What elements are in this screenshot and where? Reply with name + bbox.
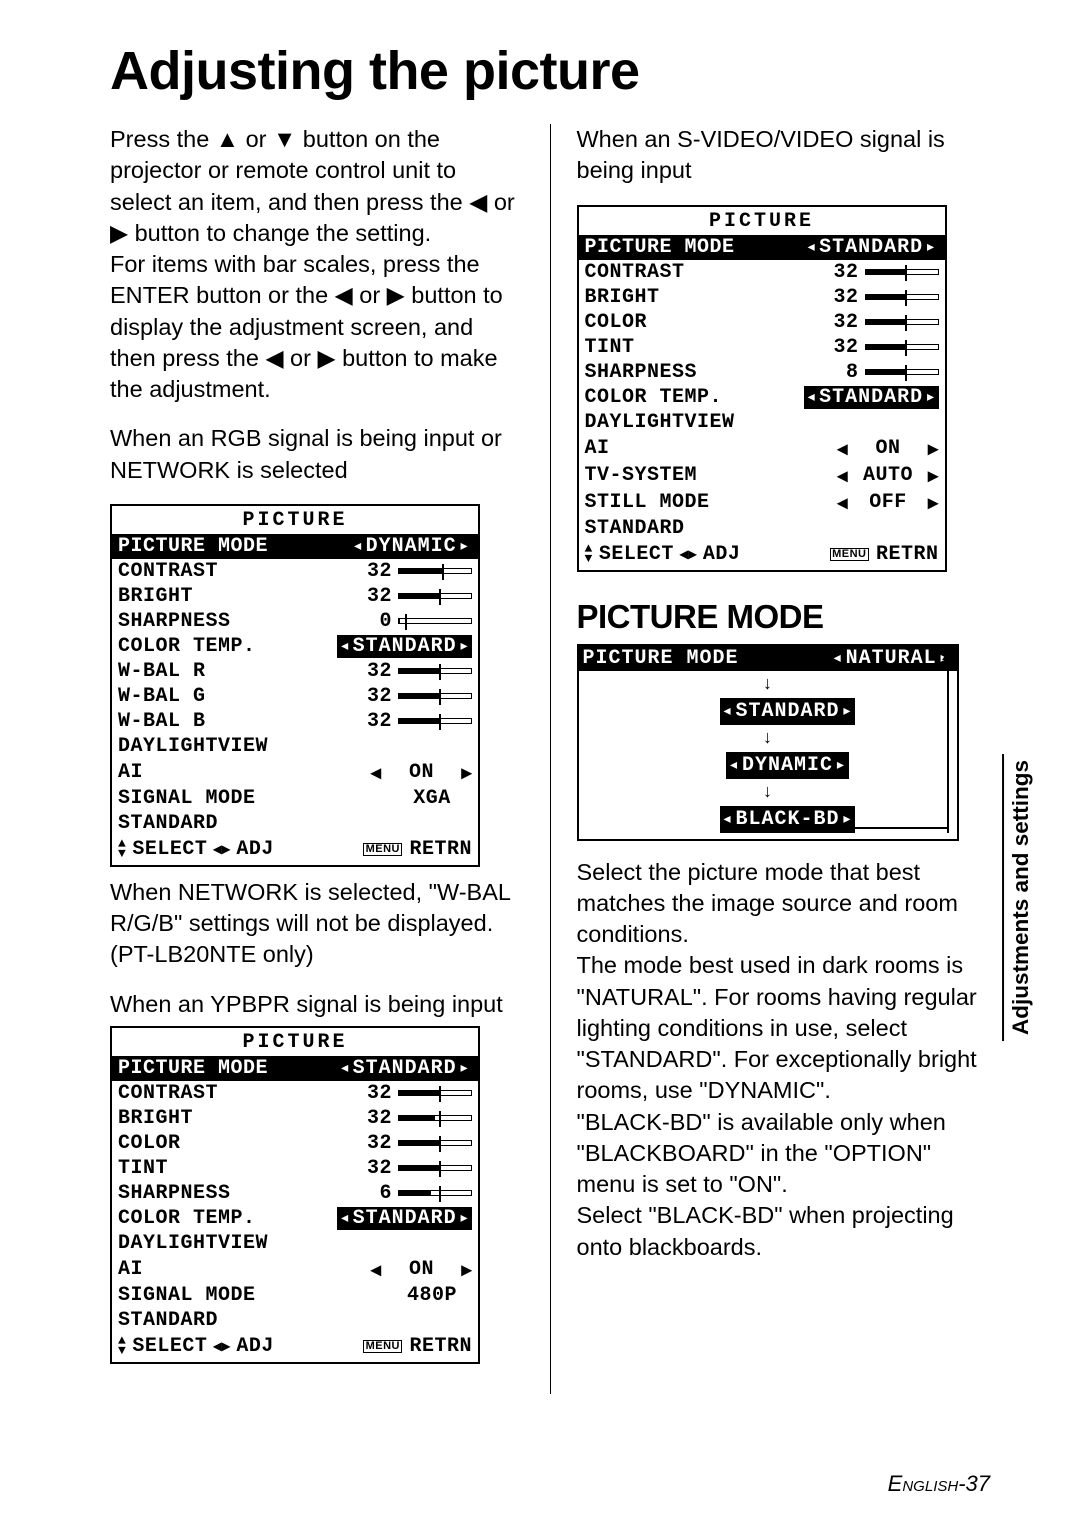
- menu-badge-icon: MENU: [363, 1340, 402, 1353]
- osd-footer: ▲▼ SELECT ◂▸ ADJ MENU RETRN: [112, 836, 478, 865]
- osd-row: SHARPNESS8: [579, 360, 945, 385]
- osd-row: STANDARD: [579, 516, 945, 541]
- osd-row: W-BAL G32: [112, 684, 478, 709]
- pm-arrow: ↓: [579, 781, 957, 804]
- osd-row: TINT32: [579, 335, 945, 360]
- osd-row: DAYLIGHTVIEW: [112, 734, 478, 759]
- osd-row: TV-SYSTEM◂AUTO▸: [579, 462, 945, 489]
- osd-row: TINT32: [112, 1156, 478, 1181]
- osd-mode-row: PICTURE MODE◂DYNAMIC▸: [112, 534, 478, 559]
- column-divider: [550, 124, 551, 1394]
- menu-badge-icon: MENU: [830, 548, 869, 561]
- osd-menu-svideo: PICTUREPICTURE MODE◂STANDARD▸CONTRAST32B…: [577, 205, 947, 572]
- footer-select: SELECT: [599, 543, 674, 566]
- osd-row: COLOR TEMP.◂STANDARD▸: [112, 1206, 478, 1231]
- footer-select: SELECT: [132, 1335, 207, 1358]
- page-number: English-37: [888, 1471, 990, 1497]
- osd-row: AI◂ON▸: [112, 1256, 478, 1283]
- osd-row: DAYLIGHTVIEW: [579, 410, 945, 435]
- page-num: -37: [958, 1471, 990, 1496]
- right-column: When an S-VIDEO/VIDEO signal is being in…: [577, 124, 991, 1394]
- footer-retrn: RETRN: [409, 1335, 472, 1358]
- osd-row: CONTRAST32: [112, 1081, 478, 1106]
- pm-node: ◂STANDARD▸: [579, 698, 957, 725]
- osd-row: AI◂ON▸: [112, 759, 478, 786]
- pm-top-row: PICTURE MODE◂NATURAL▸: [579, 646, 957, 671]
- pm-loop-bottom: [839, 827, 949, 829]
- osd-row: BRIGHT32: [112, 584, 478, 609]
- pm-loop-line: [947, 652, 949, 833]
- pm-arrow: ↓: [579, 727, 957, 750]
- menu-badge-icon: MENU: [363, 843, 402, 856]
- osd-footer: ▲▼ SELECT ◂▸ ADJ MENU RETRN: [579, 541, 945, 570]
- page-lang: English: [888, 1471, 959, 1496]
- caption-rgb: When an RGB signal is being input or NET…: [110, 423, 524, 486]
- footer-select: SELECT: [132, 838, 207, 861]
- up-down-icon: ▲▼: [585, 544, 593, 565]
- footer-retrn: RETRN: [409, 838, 472, 861]
- up-down-icon: ▲▼: [118, 839, 126, 860]
- footer-retrn: RETRN: [876, 543, 939, 566]
- osd-title: PICTURE: [112, 1028, 478, 1056]
- osd-row: STANDARD: [112, 1308, 478, 1333]
- osd-row: STANDARD: [112, 811, 478, 836]
- osd-row: CONTRAST32: [112, 559, 478, 584]
- caption-ypbpr: When an YPBPR signal is being input: [110, 989, 524, 1020]
- picture-mode-diagram: PICTURE MODE◂NATURAL▸↓◂STANDARD▸↓◂DYNAMI…: [577, 644, 959, 841]
- osd-menu-ypbpr: PICTUREPICTURE MODE◂STANDARD▸CONTRAST32B…: [110, 1026, 480, 1364]
- osd-mode-row: PICTURE MODE◂STANDARD▸: [579, 235, 945, 260]
- footer-adj: ADJ: [236, 1335, 274, 1358]
- osd-footer: ▲▼ SELECT ◂▸ ADJ MENU RETRN: [112, 1333, 478, 1362]
- osd-row: SIGNAL MODEXGA: [112, 786, 478, 811]
- footer-adj: ADJ: [703, 543, 741, 566]
- osd-mode-row: PICTURE MODE◂STANDARD▸: [112, 1056, 478, 1081]
- two-column-layout: Press the ▲ or ▼ button on the projector…: [110, 124, 990, 1394]
- left-right-icon: ◂▸: [680, 544, 697, 564]
- picture-mode-text: Select the picture mode that best matche…: [577, 857, 991, 1263]
- pm-node: ◂DYNAMIC▸: [579, 752, 957, 779]
- osd-row: SHARPNESS6: [112, 1181, 478, 1206]
- osd-title: PICTURE: [112, 506, 478, 534]
- osd-title: PICTURE: [579, 207, 945, 235]
- osd-row: W-BAL B32: [112, 709, 478, 734]
- osd-row: BRIGHT32: [579, 285, 945, 310]
- left-column: Press the ▲ or ▼ button on the projector…: [110, 124, 524, 1394]
- caption-svideo: When an S-VIDEO/VIDEO signal is being in…: [577, 124, 991, 187]
- left-right-icon: ◂▸: [213, 1336, 230, 1356]
- osd-row: STILL MODE◂OFF▸: [579, 489, 945, 516]
- osd-row: COLOR TEMP.◂STANDARD▸: [112, 634, 478, 659]
- osd-row: COLOR32: [579, 310, 945, 335]
- osd-menu-rgb: PICTUREPICTURE MODE◂DYNAMIC▸CONTRAST32BR…: [110, 504, 480, 867]
- osd-row: BRIGHT32: [112, 1106, 478, 1131]
- page-title: Adjusting the picture: [110, 40, 990, 102]
- up-down-icon: ▲▼: [118, 1336, 126, 1357]
- osd-row: COLOR TEMP.◂STANDARD▸: [579, 385, 945, 410]
- note-network: When NETWORK is selected, "W-BAL R/G/B" …: [110, 877, 524, 971]
- osd-row: AI◂ON▸: [579, 435, 945, 462]
- intro-text: Press the ▲ or ▼ button on the projector…: [110, 124, 524, 405]
- osd-row: SHARPNESS0: [112, 609, 478, 634]
- footer-adj: ADJ: [236, 838, 274, 861]
- osd-row: W-BAL R32: [112, 659, 478, 684]
- pm-arrow: ↓: [579, 673, 957, 696]
- osd-row: SIGNAL MODE480P: [112, 1283, 478, 1308]
- osd-row: CONTRAST32: [579, 260, 945, 285]
- picture-mode-heading: PICTURE MODE: [577, 598, 991, 636]
- left-right-icon: ◂▸: [213, 839, 230, 859]
- osd-row: COLOR32: [112, 1131, 478, 1156]
- osd-row: DAYLIGHTVIEW: [112, 1231, 478, 1256]
- side-section-tab: Adjustments and settings: [1008, 760, 1034, 1035]
